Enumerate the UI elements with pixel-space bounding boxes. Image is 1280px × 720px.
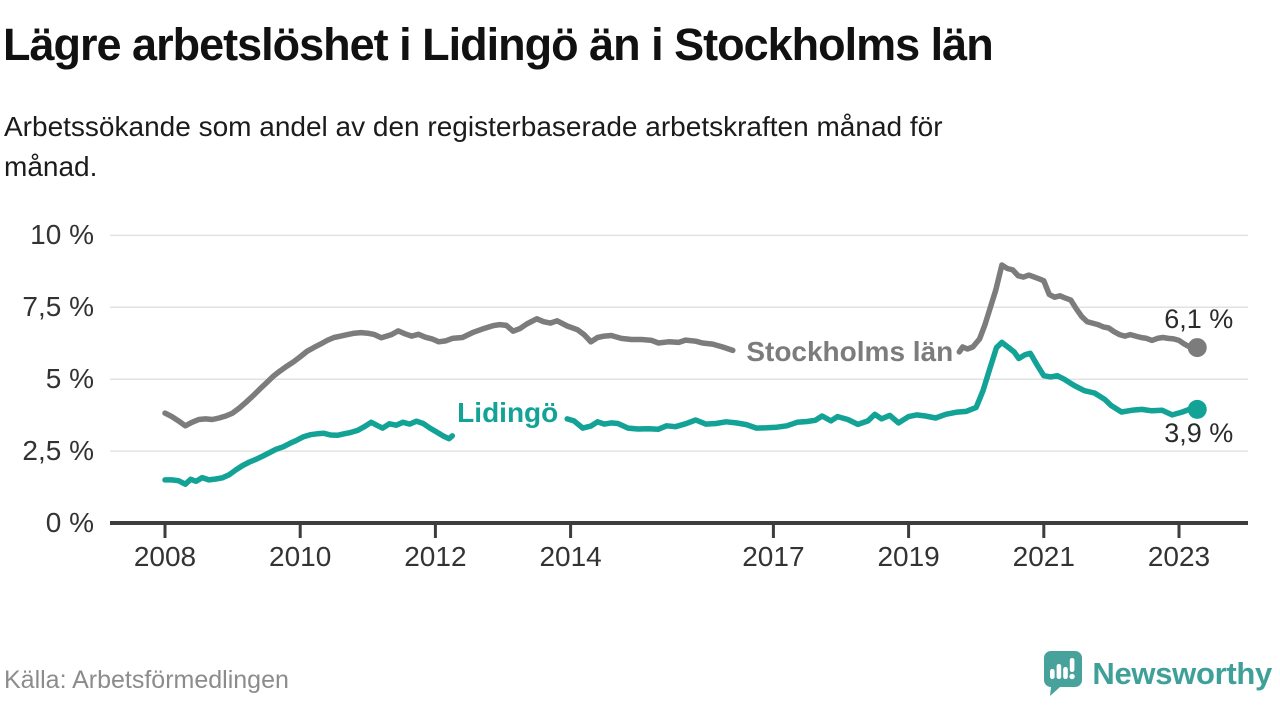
series-line-Stockholms län-segment-1 <box>162 316 736 429</box>
newsworthy-speech-bubble-icon <box>1044 650 1083 696</box>
newsworthy-logo: Newsworthy <box>1042 648 1272 698</box>
chart-title: Lägre arbetslöshet i Lidingö än i Stockh… <box>3 19 994 70</box>
series-line-Stockholms län-segment-2 <box>956 262 1201 355</box>
source-note: Källa: Arbetsförmedlingen <box>4 666 289 694</box>
chart-subtitle-line-1: Arbetssökande som andel av den registerb… <box>4 111 943 142</box>
series-end-dot-Lidingö <box>1187 399 1207 419</box>
series-line-Lidingö-segment-2 <box>564 339 1201 432</box>
chart-subtitle-line-2: månad. <box>4 151 98 182</box>
series-end-dot-Stockholms län <box>1187 338 1207 358</box>
series-line-Lidingö-segment-1 <box>162 418 456 487</box>
newsworthy-wordmark: Newsworthy <box>1092 655 1272 691</box>
